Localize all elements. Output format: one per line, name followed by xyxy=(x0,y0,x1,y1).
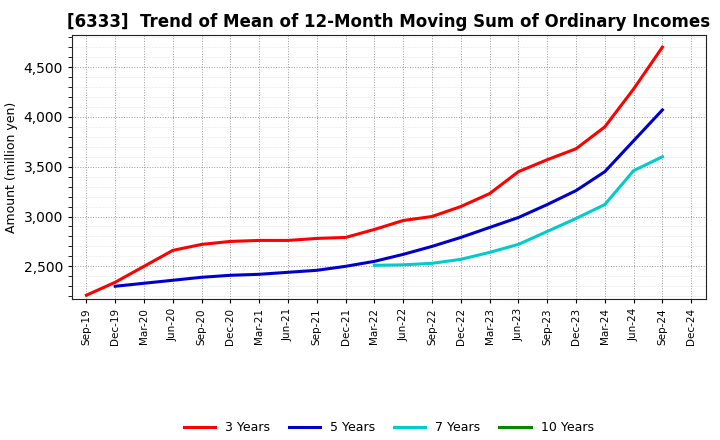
Title: [6333]  Trend of Mean of 12-Month Moving Sum of Ordinary Incomes: [6333] Trend of Mean of 12-Month Moving … xyxy=(67,13,711,31)
Legend: 3 Years, 5 Years, 7 Years, 10 Years: 3 Years, 5 Years, 7 Years, 10 Years xyxy=(179,416,598,439)
Y-axis label: Amount (million yen): Amount (million yen) xyxy=(5,102,18,233)
